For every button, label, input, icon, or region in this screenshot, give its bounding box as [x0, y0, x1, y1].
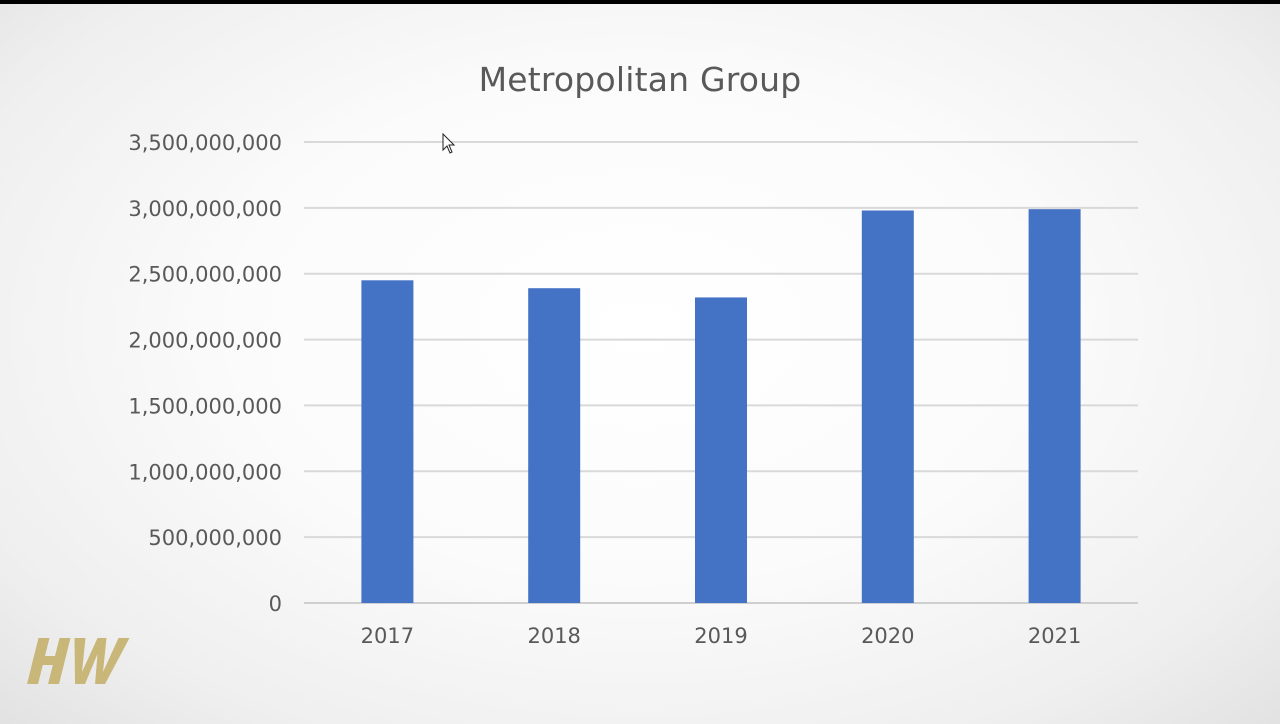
y-tick-label: 2,500,000,000 [128, 263, 282, 287]
bar-2020 [861, 210, 914, 603]
bars [361, 209, 1081, 603]
x-axis-tick-labels: 2017 2018 2019 2020 2021 [361, 624, 1082, 648]
bar-2018 [528, 288, 581, 603]
slide: Metropolitan Group 0 500,000,000 1,000,000… [0, 4, 1280, 724]
bar-2017 [361, 280, 414, 603]
y-tick-label: 1,000,000,000 [128, 460, 282, 484]
y-tick-label: 3,500,000,000 [128, 131, 282, 155]
x-tick-label: 2020 [861, 624, 914, 648]
x-tick-label: 2017 [361, 624, 414, 648]
x-tick-label: 2021 [1028, 624, 1081, 648]
y-axis-tick-labels: 0 500,000,000 1,000,000,000 1,500,000,000 2,… [128, 131, 282, 616]
bar-chart: 0 500,000,000 1,000,000,000 1,500,000,000 2,… [128, 131, 1138, 648]
arrow-cursor-icon [442, 133, 456, 154]
hw-logo-icon [27, 638, 130, 684]
y-tick-label: 500,000,000 [148, 526, 282, 550]
y-tick-label: 2,000,000,000 [128, 329, 282, 353]
bar-2019 [695, 297, 747, 603]
x-tick-label: 2019 [694, 624, 747, 648]
y-tick-label: 1,500,000,000 [128, 394, 282, 418]
y-tick-label: 0 [269, 592, 282, 616]
x-tick-label: 2018 [527, 624, 580, 648]
chart-title: Metropolitan Group [478, 60, 802, 99]
bar-2021 [1028, 209, 1081, 603]
y-tick-label: 3,000,000,000 [128, 197, 282, 221]
